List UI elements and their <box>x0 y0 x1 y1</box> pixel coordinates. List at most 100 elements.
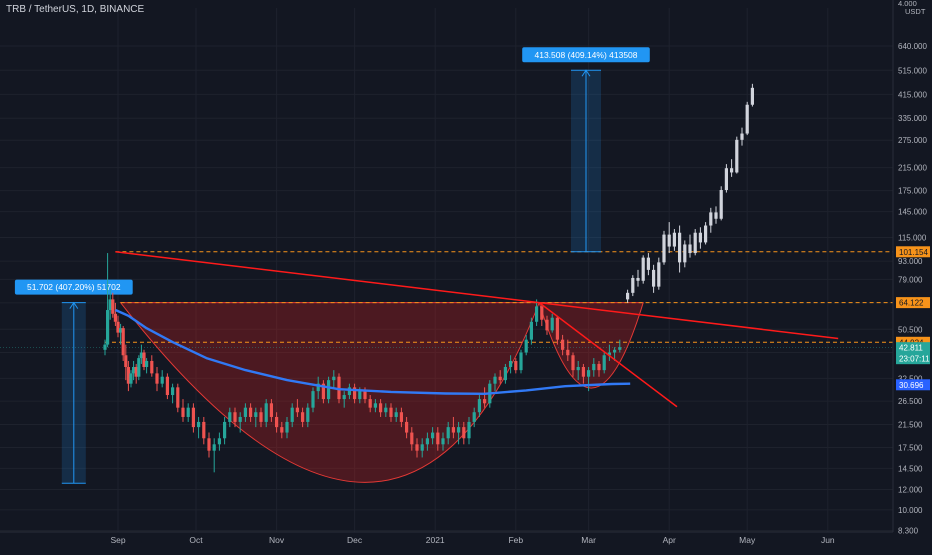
candle <box>457 421 461 445</box>
candle <box>285 416 289 439</box>
candle <box>119 323 123 345</box>
candle-body <box>103 344 107 350</box>
candle <box>498 370 502 384</box>
price-tick-label: 12.000 <box>898 486 923 495</box>
candle-body <box>472 412 476 422</box>
candle <box>678 225 682 273</box>
candle-body <box>550 317 554 331</box>
candle <box>373 399 377 413</box>
candle <box>662 230 666 265</box>
candle <box>704 222 708 245</box>
price-tick-label: 215.000 <box>898 164 927 173</box>
candle <box>750 83 754 107</box>
price-tick-label: 175.000 <box>898 187 927 196</box>
candle <box>311 387 315 413</box>
cup-pattern-2 <box>538 302 644 389</box>
candle <box>714 206 718 224</box>
candle-body <box>714 212 718 219</box>
candle <box>602 352 606 374</box>
candle <box>672 229 676 251</box>
candle-body <box>555 317 559 340</box>
candle <box>524 334 528 356</box>
candle-body <box>688 244 692 254</box>
candle-series-projection <box>626 83 754 303</box>
price-axis-currency: USDT <box>905 7 926 16</box>
candle-body <box>498 376 502 381</box>
candle <box>108 289 112 320</box>
candle <box>425 432 429 451</box>
candle-body <box>415 444 419 451</box>
candle-body <box>321 383 325 400</box>
candle <box>103 339 107 356</box>
candle-body <box>576 367 580 371</box>
candle-body <box>389 407 393 417</box>
candle <box>155 367 159 392</box>
candle-body <box>535 306 539 322</box>
candle <box>212 438 216 473</box>
candle <box>724 164 728 193</box>
candle-body <box>290 407 294 422</box>
candle <box>618 339 622 353</box>
time-tick-label: Oct <box>189 535 203 545</box>
candle-body <box>641 257 645 281</box>
candle <box>431 427 435 445</box>
candle <box>238 412 242 433</box>
candle <box>342 391 346 408</box>
candle-body <box>602 355 606 371</box>
candle <box>106 253 110 348</box>
candle <box>719 186 723 221</box>
candle-body <box>327 380 331 400</box>
candle-body <box>652 269 656 287</box>
candle-body <box>137 358 141 377</box>
candle-body <box>587 370 591 377</box>
candle <box>529 317 533 345</box>
candle-body <box>462 427 466 439</box>
candle-body <box>436 432 440 445</box>
candle <box>581 363 585 384</box>
candle-body <box>379 403 383 413</box>
candle <box>576 360 580 381</box>
price-label-bg <box>896 246 930 258</box>
candle-body <box>704 225 708 243</box>
candle <box>709 207 713 233</box>
price-label-bg <box>896 379 930 391</box>
candle-body <box>446 427 450 439</box>
candle <box>535 299 539 326</box>
candle-body <box>165 376 169 396</box>
candle <box>688 234 692 258</box>
candle <box>399 407 403 428</box>
candle-body <box>121 328 125 356</box>
candle <box>483 387 487 408</box>
candle-body <box>275 416 279 428</box>
candle <box>636 269 640 287</box>
price-label-teal: 42.811 23:07:11 <box>896 342 930 365</box>
candle <box>295 399 299 417</box>
candle <box>514 358 518 374</box>
candle-body <box>150 360 154 374</box>
candle-body <box>217 438 221 445</box>
candle <box>275 412 279 433</box>
candle <box>657 257 661 290</box>
candle <box>171 383 175 404</box>
candle <box>446 421 450 445</box>
candle-body <box>373 403 377 408</box>
candle-body <box>618 347 622 350</box>
candle <box>493 373 497 392</box>
candle-body <box>540 306 544 320</box>
candle <box>264 399 268 428</box>
candle-body <box>698 232 702 243</box>
price-tick-label: 415.000 <box>898 90 927 99</box>
candle-body <box>545 319 549 331</box>
price-tick-label: 14.500 <box>898 464 923 473</box>
candle-body <box>358 391 362 400</box>
price-tick-label: 93.000 <box>898 257 923 266</box>
price-tick-label: 21.500 <box>898 420 923 429</box>
time-tick-label: Feb <box>508 535 523 545</box>
candle <box>223 416 227 445</box>
symbol-title: TRB / TetherUS, 1D, BINANCE <box>6 4 145 15</box>
candle <box>368 395 372 413</box>
candle-body <box>561 339 565 350</box>
candle <box>321 380 325 404</box>
